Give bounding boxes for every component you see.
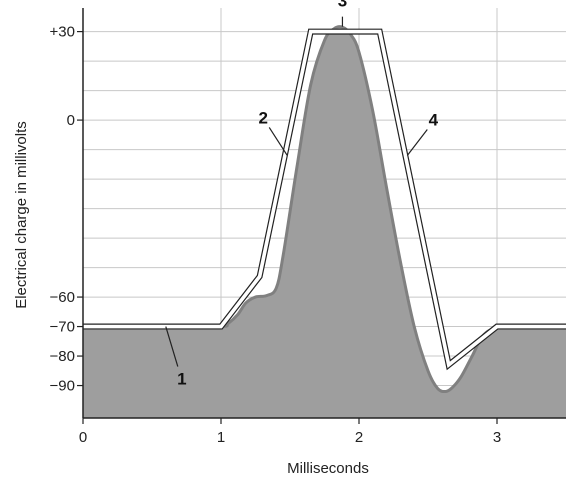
y-tick-label: −60 <box>50 289 75 306</box>
callout-label: 4 <box>429 110 439 129</box>
callout-leader <box>165 326 179 367</box>
y-axis-title: Electrical charge in millivolts <box>13 121 30 309</box>
series-area <box>83 26 566 418</box>
x-tick-label: 3 <box>493 429 501 446</box>
y-tick-label: −90 <box>50 378 75 395</box>
x-tick-label: 1 <box>217 429 225 446</box>
callout-leader <box>268 127 288 156</box>
callouts: 1 2 3 4 <box>165 0 439 389</box>
callout-label: 2 <box>259 108 268 127</box>
y-tick-labels: +30 0 −60 −70 −80 −90 <box>50 24 83 395</box>
callout-label: 3 <box>338 0 347 11</box>
x-tick-label: 0 <box>79 429 87 446</box>
phase-outline-fill <box>83 29 566 369</box>
y-tick-label: +30 <box>50 24 75 41</box>
y-tick-label: 0 <box>67 112 75 129</box>
x-tick-label: 2 <box>355 429 363 446</box>
callout-leader <box>406 129 428 156</box>
callout-label: 1 <box>177 370 186 389</box>
x-axis-title: Milliseconds <box>287 460 369 477</box>
y-tick-label: −70 <box>50 319 75 336</box>
y-tick-label: −80 <box>50 348 75 365</box>
x-tick-labels: 0 1 2 3 <box>79 418 501 446</box>
phase-outline <box>83 28 566 371</box>
axes <box>82 8 566 419</box>
